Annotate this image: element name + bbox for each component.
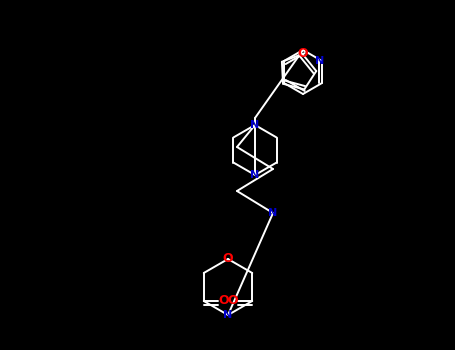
Text: O: O (222, 252, 233, 266)
Text: O: O (218, 294, 229, 308)
Text: O: O (227, 294, 238, 308)
Text: N: N (223, 310, 233, 320)
Text: N: N (315, 56, 325, 66)
Text: N: N (250, 170, 260, 180)
Text: N: N (250, 120, 260, 130)
Text: N: N (268, 208, 278, 218)
Text: O: O (297, 48, 308, 61)
